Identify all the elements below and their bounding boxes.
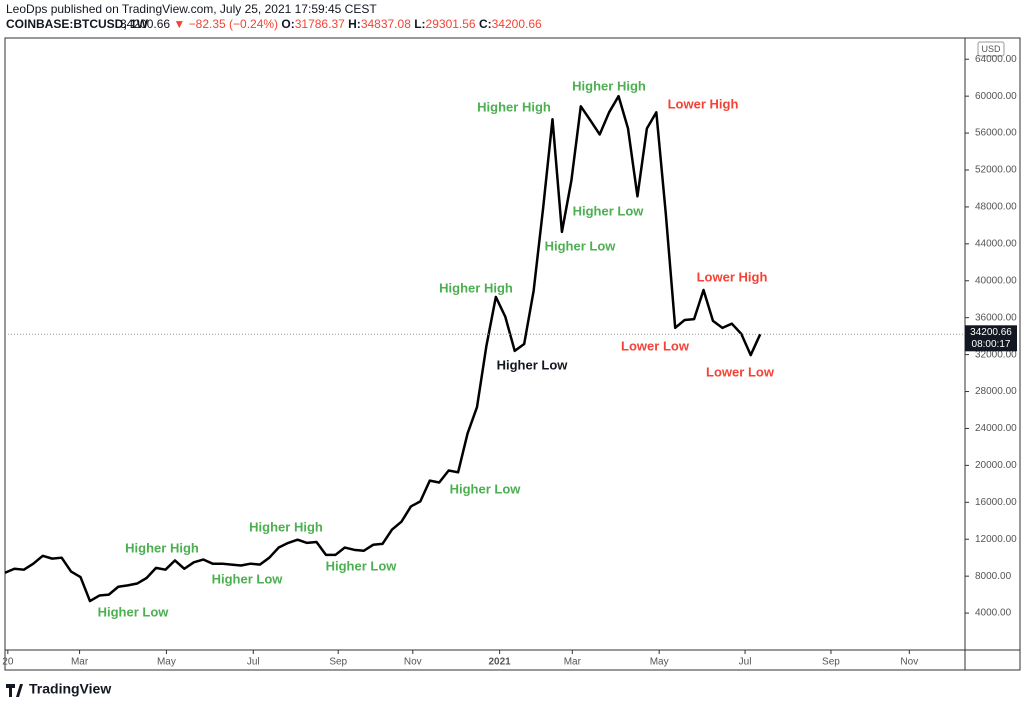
annotation: Higher Low — [98, 604, 170, 619]
y-tick-label: 64000.00 — [975, 54, 1017, 65]
annotation: Lower High — [697, 269, 768, 284]
quote-part: 29301.56 — [426, 17, 476, 31]
annotation: Lower High — [668, 96, 739, 111]
y-tick-label: 52000.00 — [975, 165, 1017, 176]
quote-part: 34837.08 — [361, 17, 411, 31]
y-tick-label: 32000.00 — [975, 349, 1017, 360]
x-tick-label: May — [650, 657, 669, 668]
y-tick-label: 16000.00 — [975, 497, 1017, 508]
last-price: 34200.66 — [970, 327, 1012, 338]
quote-part: H: — [348, 17, 361, 31]
y-tick-label: 28000.00 — [975, 386, 1017, 397]
x-tick-label: Mar — [564, 657, 582, 668]
annotation: Higher High — [477, 99, 551, 114]
annotation: Higher High — [249, 519, 323, 534]
y-tick-label: 48000.00 — [975, 202, 1017, 213]
x-tick-label: 20 — [2, 657, 14, 668]
symbol: COINBASE:BTCUSD, 1W — [6, 17, 149, 31]
annotation: Higher Low — [212, 571, 284, 586]
y-tick-label: 4000.00 — [975, 608, 1012, 619]
y-tick-label: 56000.00 — [975, 128, 1017, 139]
y-tick-label: 40000.00 — [975, 275, 1017, 286]
quote-part: 34200.66 — [492, 17, 542, 31]
x-tick-label: Sep — [329, 657, 347, 668]
annotation: Higher High — [125, 540, 199, 555]
frame — [4, 37, 1021, 671]
annotation: Higher Low — [326, 558, 398, 573]
y-tick-label: 36000.00 — [975, 312, 1017, 323]
brand-logo — [6, 684, 23, 697]
x-tick-label: Jul — [739, 657, 752, 668]
price-line — [4, 94, 762, 603]
x-tick-label: 2021 — [489, 657, 512, 668]
quote-part: O: — [281, 17, 294, 31]
quote-part: −82.35 (−0.24%) — [189, 17, 278, 31]
annotation: Lower Low — [621, 338, 690, 353]
brand: TradingView — [29, 681, 111, 697]
x-tick-label: May — [157, 657, 176, 668]
annotation: Higher Low — [573, 203, 645, 218]
y-tick-label: 60000.00 — [975, 91, 1017, 102]
quote-part: ▼ — [173, 17, 185, 31]
annotation: Lower Low — [706, 364, 775, 379]
currency-box — [977, 41, 1005, 57]
publisher: LeoDps published on TradingView.com, Jul… — [6, 2, 377, 16]
y-tick-label: 24000.00 — [975, 423, 1017, 434]
quote-part: C: — [479, 17, 492, 31]
countdown: 08:00:17 — [972, 339, 1011, 350]
y-tick-label: 20000.00 — [975, 460, 1017, 471]
annotation: Higher Low — [497, 357, 569, 372]
currency: USD — [981, 44, 1001, 54]
annotation: Higher Low — [545, 238, 617, 253]
quote-part: 34200.66 — [120, 17, 170, 31]
x-tick-label: Jul — [247, 657, 260, 668]
annotation: Higher High — [439, 280, 513, 295]
quote: 34200.66 ▼ −82.35 (−0.24%) O:31786.37 H:… — [120, 17, 542, 31]
quote-part: L: — [414, 17, 425, 31]
annotation: Higher High — [572, 78, 646, 93]
y-tick-label: 8000.00 — [975, 571, 1012, 582]
x-tick-label: Nov — [900, 657, 918, 668]
quote-part: 31786.37 — [295, 17, 345, 31]
x-tick-label: Mar — [71, 657, 89, 668]
y-tick-label: 12000.00 — [975, 534, 1017, 545]
x-tick-label: Sep — [822, 657, 840, 668]
last-price-box — [965, 325, 1017, 352]
annotation: Higher Low — [450, 481, 522, 496]
x-tick-label: Nov — [404, 657, 422, 668]
y-tick-label: 44000.00 — [975, 238, 1017, 249]
